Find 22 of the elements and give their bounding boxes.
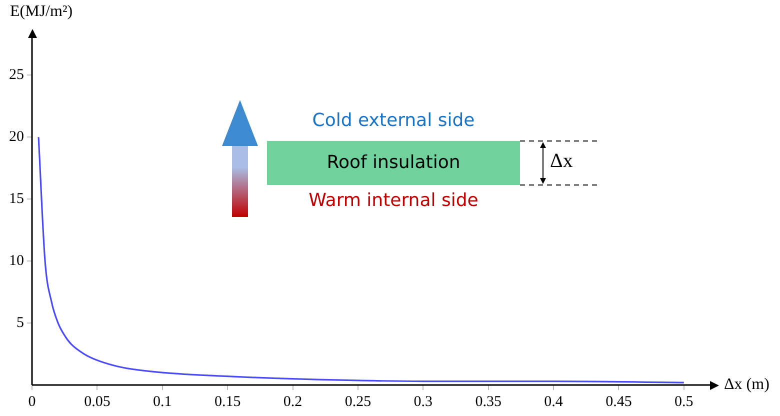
y-tick-label: 15 xyxy=(9,191,24,208)
y-tick-label: 25 xyxy=(9,67,24,84)
x-axis-title: Δx (m) xyxy=(724,376,770,394)
y-tick-label: 5 xyxy=(16,314,24,331)
x-tick-label: 0.15 xyxy=(214,394,241,410)
x-tick-label: 0 xyxy=(28,394,36,410)
x-tick-label: 0.2 xyxy=(283,394,302,410)
x-tick-label: 0.1 xyxy=(153,394,172,410)
y-tick-label: 20 xyxy=(9,129,24,146)
x-tick-label: 0.45 xyxy=(606,394,632,410)
annotation: Warm internal side xyxy=(308,190,480,211)
x-tick-label: 0.3 xyxy=(414,394,433,410)
x-tick-label: 0.25 xyxy=(344,394,372,410)
annotation: Δx xyxy=(550,150,573,173)
y-tick-label: 10 xyxy=(9,253,24,270)
x-tick-label: 0.5 xyxy=(674,394,694,410)
line-series xyxy=(38,136,685,384)
x-tick-label: 0.35 xyxy=(475,394,502,410)
y-axis-title: E(MJ/m²) xyxy=(10,3,73,20)
annotation: Cold external side xyxy=(311,110,476,131)
x-tick-label: 0.05 xyxy=(84,394,110,410)
x-tick-label: 0.4 xyxy=(544,394,564,410)
